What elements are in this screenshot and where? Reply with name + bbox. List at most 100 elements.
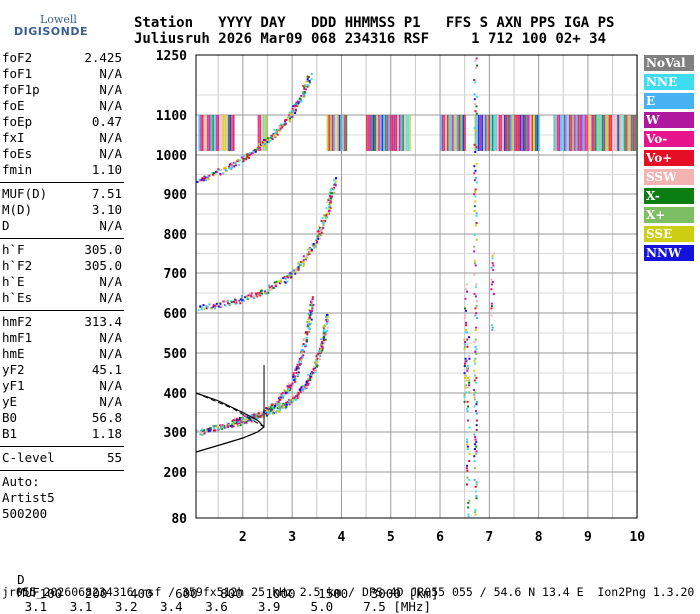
echo-point	[228, 304, 231, 307]
echo-point	[275, 283, 278, 286]
echo-point	[291, 380, 294, 383]
echo-point	[256, 147, 259, 150]
echo-point	[224, 169, 227, 172]
echo-point	[250, 417, 253, 420]
echo-point	[280, 123, 283, 126]
interference-stripe	[198, 115, 201, 151]
echo-point	[322, 222, 325, 225]
echo-point	[210, 427, 213, 430]
interference-stripe	[407, 115, 410, 151]
echo-point	[329, 195, 332, 198]
echo-point	[315, 237, 318, 240]
interference-stripe	[400, 115, 403, 151]
echo-point	[473, 210, 476, 212]
echo-point	[311, 312, 314, 315]
echo-point	[268, 136, 271, 139]
y-tick-label: 900	[164, 188, 188, 203]
echo-point	[307, 373, 310, 376]
echo-point	[322, 223, 325, 226]
echo-point	[475, 64, 478, 67]
echo-point	[245, 153, 248, 156]
x-tick-label: 10	[629, 530, 645, 545]
echo-point	[467, 501, 470, 504]
echo-point	[321, 343, 324, 346]
echo-point	[302, 354, 305, 357]
echo-point	[276, 128, 279, 131]
interference-stripe	[219, 115, 221, 151]
echo-point	[297, 102, 300, 105]
profile-extrapolation	[195, 392, 265, 428]
echo-point	[284, 389, 287, 392]
echo-point	[309, 309, 312, 312]
echo-point	[468, 478, 471, 481]
echo-point	[310, 304, 313, 307]
echo-point	[314, 242, 317, 245]
echo-point	[306, 252, 309, 255]
interference-stripe	[391, 115, 394, 151]
echo-point	[323, 324, 326, 327]
echo-point	[309, 322, 312, 325]
echo-point	[329, 200, 332, 203]
echo-point	[305, 257, 308, 260]
echo-point	[463, 317, 466, 319]
echo-point	[276, 404, 279, 407]
echo-point	[312, 243, 315, 246]
echo-point	[282, 406, 285, 409]
echo-point	[209, 428, 212, 431]
legend-item-noval: NoVal	[644, 55, 694, 71]
echo-point	[326, 326, 329, 329]
echo-point	[286, 385, 289, 388]
interference-stripe	[205, 115, 207, 151]
echo-point	[292, 375, 295, 378]
echo-point	[270, 136, 273, 139]
legend-item-vo-: Vo-	[644, 131, 694, 147]
echo-point	[288, 273, 291, 276]
interference-stripe	[632, 115, 635, 151]
y-tick-label: 400	[164, 387, 188, 402]
plot-frame	[195, 54, 638, 519]
interference-stripe	[622, 115, 625, 151]
echo-point	[293, 379, 296, 382]
echo-point	[322, 326, 325, 329]
echo-point	[465, 367, 468, 370]
interference-stripe	[212, 115, 214, 151]
echo-point	[465, 329, 468, 331]
echo-point	[308, 374, 311, 377]
echo-point	[324, 216, 327, 219]
interference-stripe	[572, 115, 575, 151]
echo-point	[311, 307, 314, 310]
interference-stripe	[222, 115, 225, 151]
echo-point	[466, 345, 469, 348]
interference-stripe	[409, 115, 411, 151]
interference-stripe	[479, 115, 482, 151]
echo-point	[474, 350, 477, 353]
echo-point	[320, 231, 323, 234]
interference-stripe	[483, 115, 485, 151]
echo-point	[230, 425, 233, 428]
echo-point	[311, 296, 314, 299]
interference-stripe	[610, 115, 612, 151]
interference-stripe	[484, 115, 487, 151]
footer-muf-values: 3.1 3.1 3.2 3.4 3.6 3.9 5.0 7.5 [MHz]	[17, 599, 431, 614]
interference-stripe	[210, 115, 213, 151]
interference-stripe	[581, 115, 583, 151]
echo-point	[207, 177, 210, 180]
echo-point	[312, 304, 315, 307]
echo-point	[492, 293, 495, 295]
y-tick-label: 1100	[156, 109, 187, 124]
echo-point	[322, 220, 325, 223]
echo-point	[300, 386, 303, 389]
echo-point	[197, 309, 200, 312]
param-row: B0 56.8	[2, 410, 122, 426]
echo-point	[474, 224, 477, 227]
echo-point	[278, 282, 281, 285]
interference-stripe	[378, 115, 380, 151]
echo-point	[281, 393, 284, 396]
legend-item-nnw: NNW	[644, 245, 694, 261]
echo-point	[294, 272, 297, 275]
echo-point	[255, 417, 258, 420]
echo-point	[260, 413, 263, 416]
legend-item-x-: X-	[644, 188, 694, 204]
interference-stripe	[446, 115, 449, 151]
echo-point	[326, 330, 329, 333]
